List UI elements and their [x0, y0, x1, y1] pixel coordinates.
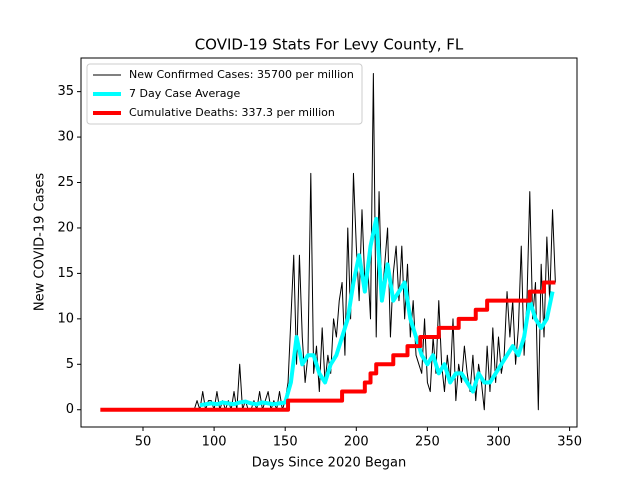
- legend: New Confirmed Cases: 35700 per million 7 …: [86, 63, 363, 125]
- x-axis-label: Days Since 2020 Began: [252, 456, 407, 471]
- x-tick-label: 300: [486, 435, 511, 450]
- x-tick-label: 250: [415, 435, 440, 450]
- x-tick-label: 150: [273, 435, 298, 450]
- y-tick-label: 30: [57, 130, 74, 145]
- legend-label: New Confirmed Cases: 35700 per million: [129, 68, 354, 81]
- legend-label: 7 Day Case Average: [129, 87, 241, 100]
- x-tick-label: 50: [135, 435, 152, 450]
- legend-box: [86, 63, 363, 125]
- y-tick-label: 5: [66, 357, 74, 372]
- y-tick-label: 0: [66, 402, 74, 417]
- y-tick-label: 15: [57, 266, 74, 281]
- legend-label: Cumulative Deaths: 337.3 per million: [129, 106, 335, 119]
- x-tick-label: 350: [557, 435, 582, 450]
- y-tick-label: 25: [57, 175, 74, 190]
- series-line: [100, 280, 556, 412]
- y-tick-label: 10: [57, 311, 74, 326]
- x-tick-label: 100: [202, 435, 227, 450]
- axes-frame: [80, 57, 578, 428]
- chart-title: COVID-19 Stats For Levy County, FL: [195, 36, 464, 54]
- x-tick-label: 200: [344, 435, 369, 450]
- plot-area: [100, 72, 556, 412]
- y-tick-label: 35: [57, 84, 74, 99]
- y-axis-label: New COVID-19 Cases: [33, 173, 48, 311]
- series-line: [199, 216, 555, 408]
- y-tick-label: 20: [57, 220, 74, 235]
